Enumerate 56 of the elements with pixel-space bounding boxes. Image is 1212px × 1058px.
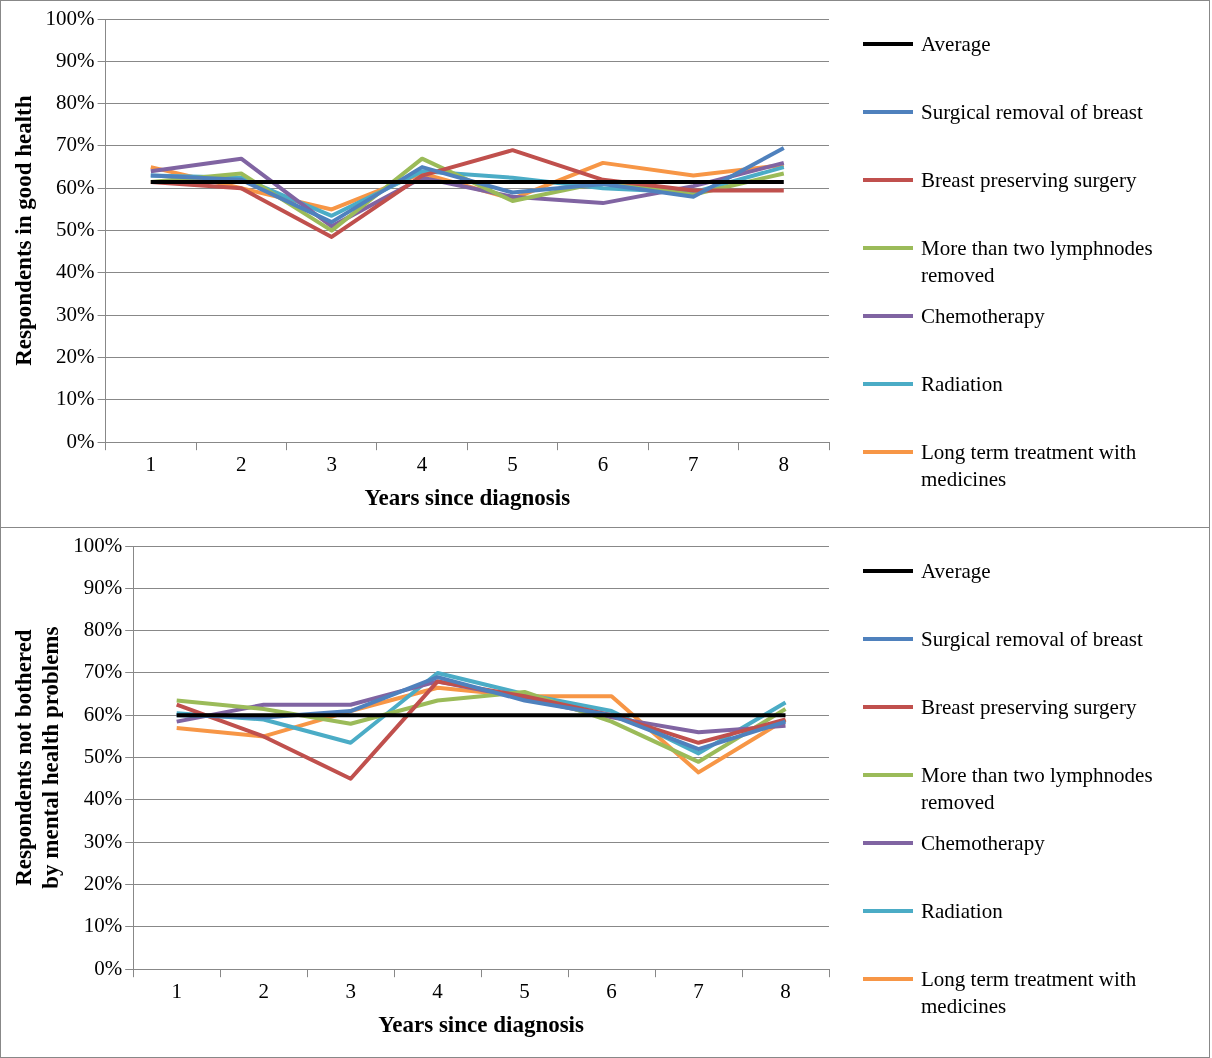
x-axis-title: Years since diagnosis xyxy=(364,485,571,511)
legend-label: Breast preserving surgery xyxy=(921,167,1137,194)
y-axis-title: Respondents in good health xyxy=(10,95,36,366)
y-tick-label: 50% xyxy=(83,744,123,769)
y-tick-label: 50% xyxy=(56,217,95,242)
x-tick-label: 7 xyxy=(688,452,699,477)
y-tick-label: 80% xyxy=(56,90,95,115)
y-tick-label: 20% xyxy=(83,871,123,896)
y-tick-label: 70% xyxy=(83,659,123,684)
legend-label: Radiation xyxy=(921,898,1003,925)
legend-label: Surgical removal of breast xyxy=(921,626,1143,653)
y-tick-label: 20% xyxy=(56,344,95,369)
x-tick-label: 1 xyxy=(145,452,157,477)
y-tick-label: 80% xyxy=(83,617,123,642)
y-tick-label: 10% xyxy=(56,386,95,411)
y-tick-label: 30% xyxy=(56,301,95,326)
legend-label: More than two lymphnodes removed xyxy=(921,762,1154,816)
x-tick-label: 6 xyxy=(606,979,617,1004)
x-tick-label: 3 xyxy=(345,979,356,1004)
legend-label: Average xyxy=(921,31,991,58)
legend-label: Radiation xyxy=(921,371,1003,398)
legend-label: Breast preserving surgery xyxy=(921,694,1137,721)
y-tick-label: 90% xyxy=(56,47,95,72)
x-tick-label: 8 xyxy=(778,452,790,477)
x-tick-label: 4 xyxy=(416,452,428,477)
x-tick-label: 2 xyxy=(258,979,269,1004)
legend-label: Average xyxy=(921,558,991,585)
legend-label: More than two lymphnodes removed xyxy=(921,235,1154,289)
y-tick-label: 100% xyxy=(45,5,95,30)
y-tick-label: 100% xyxy=(73,532,123,557)
legend-label: Surgical removal of breast xyxy=(921,99,1143,126)
x-tick-label: 7 xyxy=(693,979,704,1004)
y-tick-label: 40% xyxy=(56,259,95,284)
legend-label: Chemotherapy xyxy=(921,303,1045,330)
x-tick-label: 2 xyxy=(235,452,247,477)
y-tick-label: 0% xyxy=(94,955,123,980)
y-tick-label: 0% xyxy=(66,428,95,453)
x-tick-label: 4 xyxy=(432,979,444,1004)
x-axis-title: Years since diagnosis xyxy=(378,1012,585,1038)
x-tick-label: 5 xyxy=(507,452,518,477)
y-axis-title: Respondents not bothered by mental health problems xyxy=(10,626,64,889)
y-tick-label: 70% xyxy=(56,132,95,157)
x-tick-label: 3 xyxy=(326,452,337,477)
y-tick-label: 40% xyxy=(83,786,123,811)
y-tick-label: 90% xyxy=(83,574,123,599)
y-tick-label: 60% xyxy=(56,174,95,199)
x-tick-label: 5 xyxy=(519,979,530,1004)
legend-label: Long term treatment with medicines xyxy=(921,439,1138,493)
x-tick-label: 1 xyxy=(171,979,182,1004)
x-tick-label: 8 xyxy=(780,979,791,1004)
y-tick-label: 10% xyxy=(83,913,123,938)
legend-label: Chemotherapy xyxy=(921,830,1045,857)
y-tick-label: 60% xyxy=(83,701,123,726)
x-tick-label: 6 xyxy=(597,452,609,477)
y-tick-label: 30% xyxy=(83,828,123,853)
legend-label: Long term treatment with medicines xyxy=(921,966,1138,1020)
